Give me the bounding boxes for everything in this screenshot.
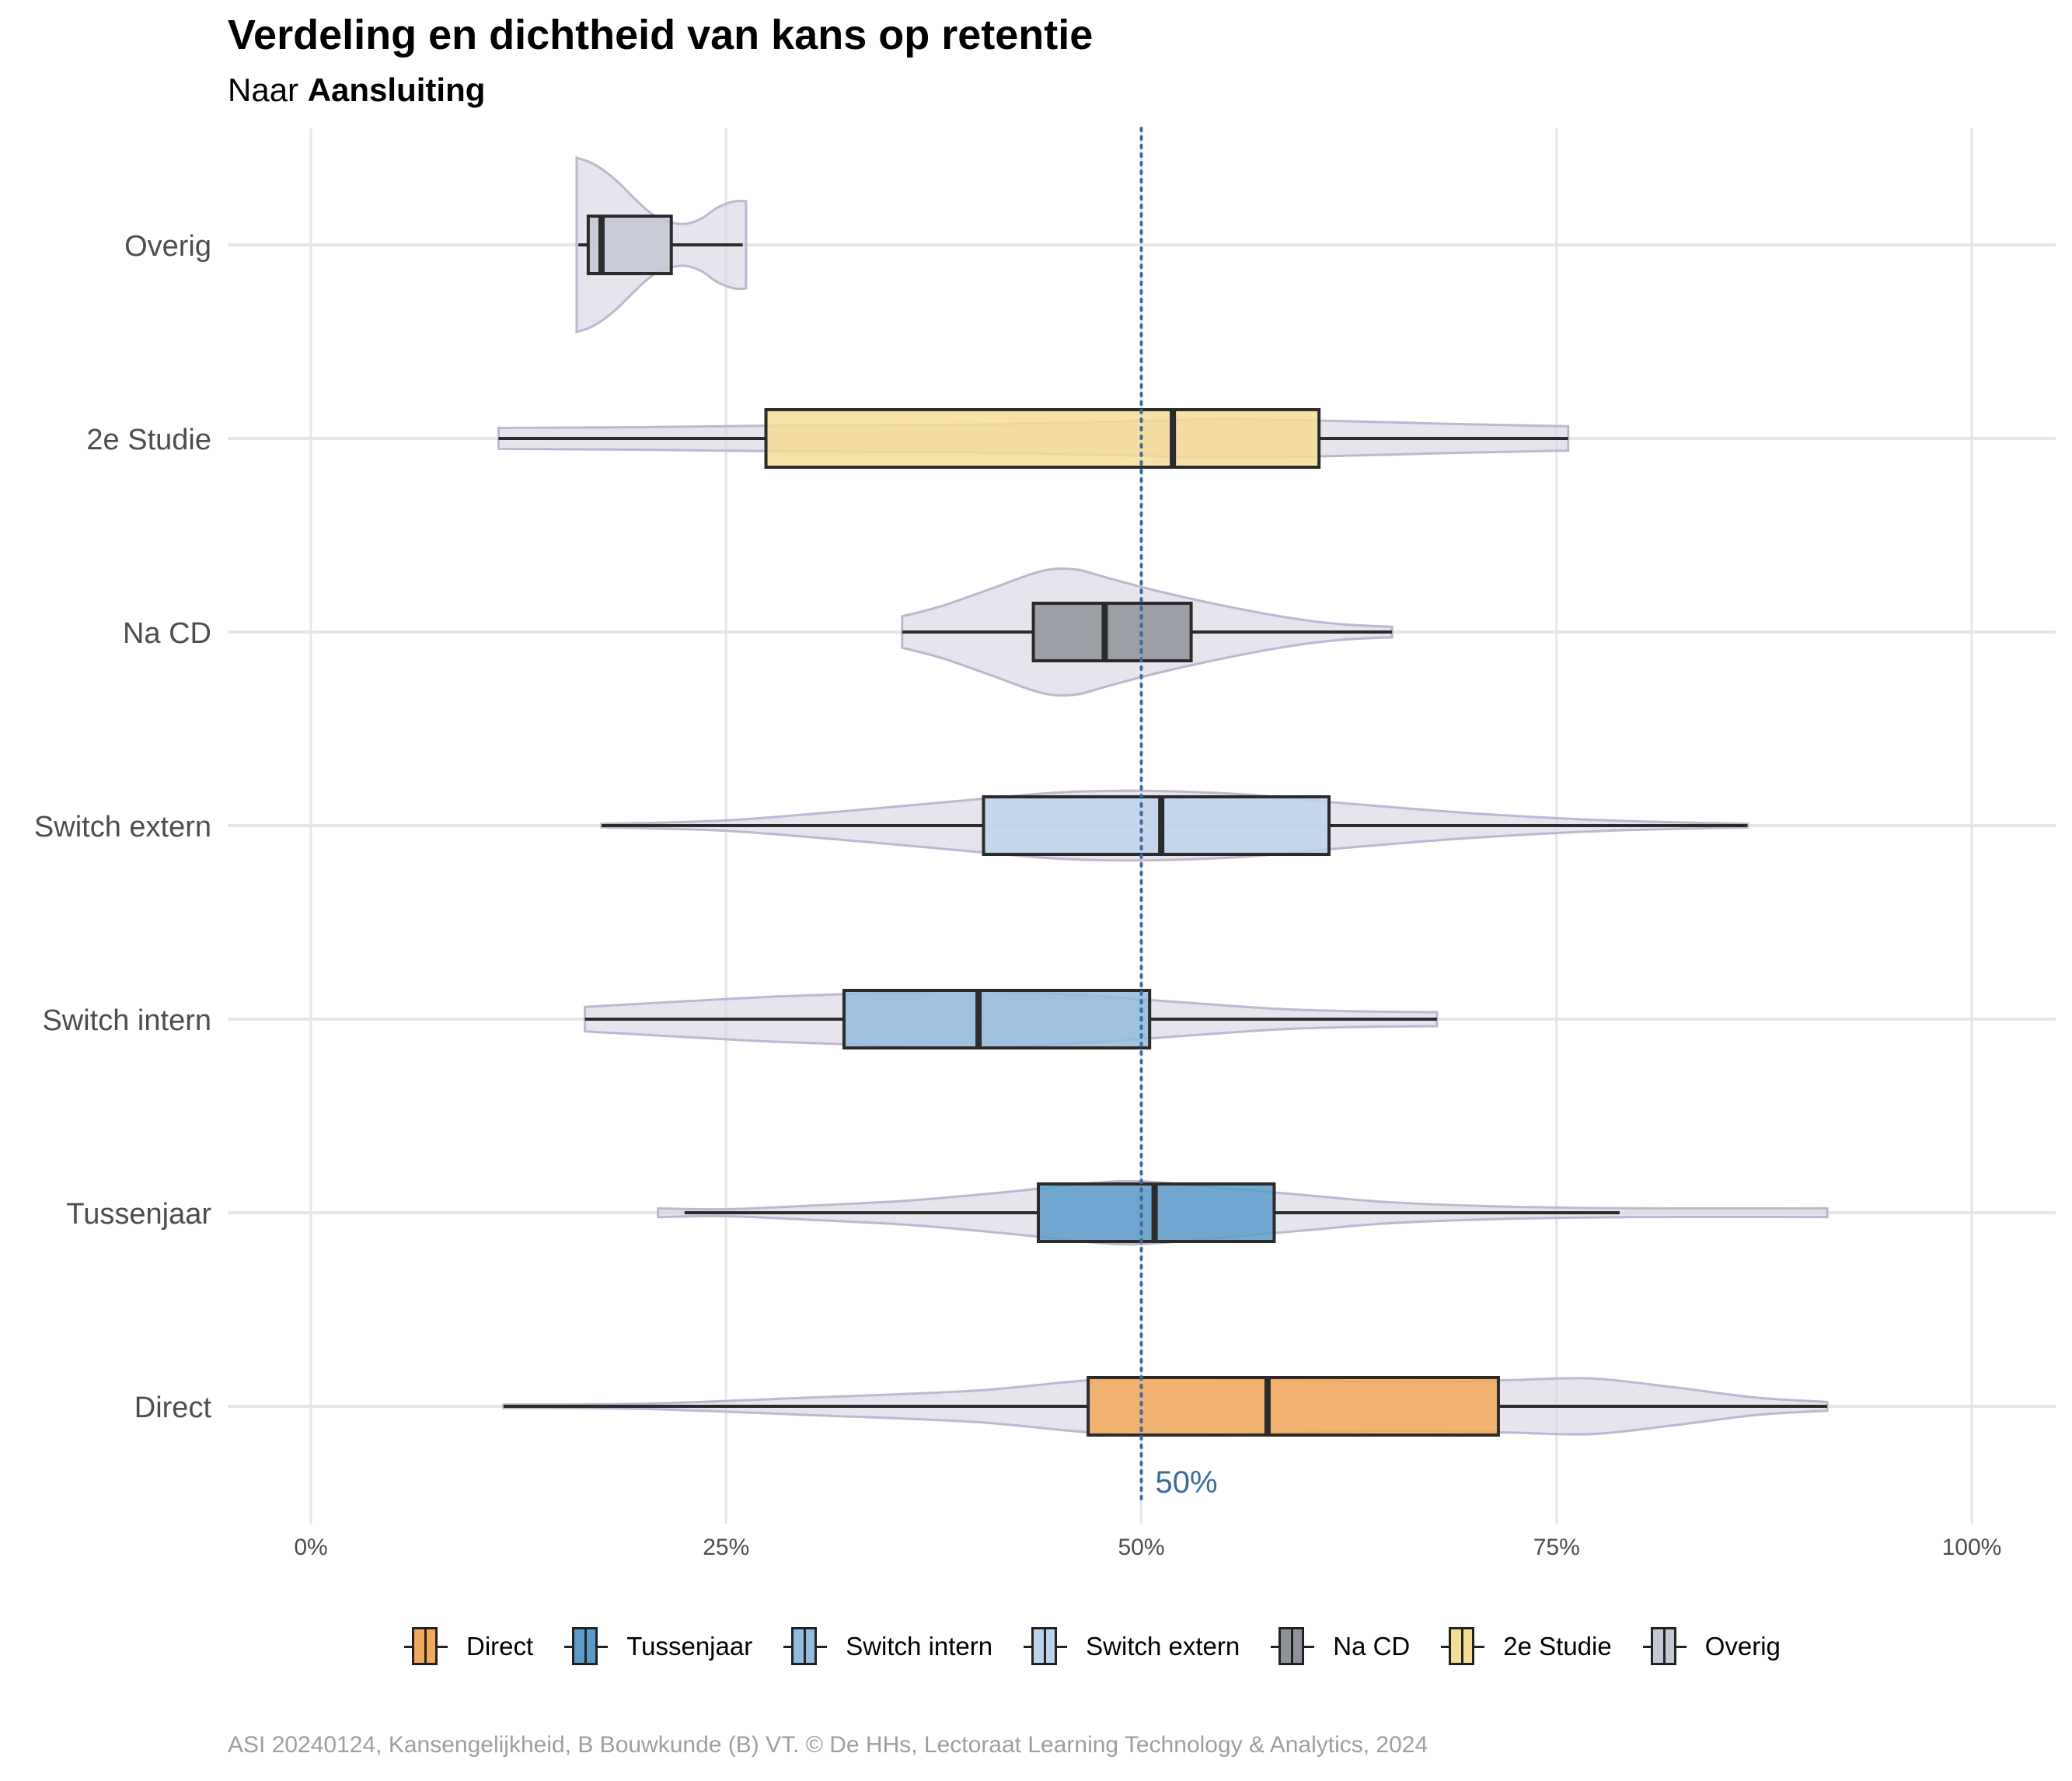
chart-title: Verdeling en dichtheid van kans op reten… — [228, 12, 1094, 58]
y-tick-label: Switch intern — [42, 1004, 211, 1037]
x-tick-label: 50% — [1118, 1535, 1164, 1560]
legend-key — [564, 1625, 609, 1668]
reference-line-label: 50% — [1156, 1465, 1218, 1500]
x-tick-label: 0% — [294, 1535, 327, 1560]
chart-legend: Direct Tussenjaar Switch intern Switch exte… — [404, 1625, 1812, 1668]
legend-label: Na CD — [1333, 1632, 1411, 1661]
y-tick-label: Direct — [134, 1392, 212, 1424]
y-tick-label: Tussenjaar — [66, 1198, 211, 1231]
box-direct — [1087, 1376, 1500, 1437]
chart-caption: ASI 20240124, Kansengelijkheid, B Bouwku… — [228, 1732, 1428, 1758]
box-na-cd — [1031, 602, 1193, 662]
legend-item: Overig — [1642, 1625, 1781, 1668]
legend-key — [783, 1625, 828, 1668]
subtitle-prefix: Naar — [228, 72, 299, 108]
y-tick-label: 2e Studie — [86, 424, 211, 456]
x-tick-label: 100% — [1942, 1535, 2002, 1560]
y-tick-label: Overig — [124, 230, 211, 263]
x-tick-label: 25% — [703, 1535, 749, 1560]
box-2e-studie — [764, 408, 1321, 469]
legend-key — [1271, 1625, 1315, 1668]
x-tick-label: 75% — [1533, 1535, 1580, 1560]
legend-key — [404, 1625, 448, 1668]
legend-key — [1441, 1625, 1485, 1668]
y-tick-label: Switch extern — [34, 811, 211, 843]
legend-label: Direct — [466, 1632, 534, 1661]
legend-item: Tussenjaar — [564, 1625, 752, 1668]
legend-label: Switch extern — [1086, 1632, 1240, 1661]
legend-key — [1642, 1625, 1687, 1668]
legend-label: Overig — [1704, 1632, 1781, 1661]
legend-item: Switch extern — [1024, 1625, 1240, 1668]
box-switch-intern — [842, 989, 1152, 1049]
legend-label: Switch intern — [846, 1632, 993, 1661]
subtitle-emphasis: Aansluiting — [307, 72, 486, 108]
legend-item: Direct — [404, 1625, 533, 1668]
y-tick-label: Na CD — [123, 617, 211, 650]
legend-key — [1024, 1625, 1068, 1668]
legend-item: Switch intern — [783, 1625, 992, 1668]
chart-subtitle: Naar Aansluiting — [228, 72, 485, 109]
legend-label: 2e Studie — [1503, 1632, 1612, 1661]
legend-label: Tussenjaar — [626, 1632, 753, 1661]
legend-item: Na CD — [1271, 1625, 1410, 1668]
box-switch-extern — [982, 795, 1331, 856]
legend-item: 2e Studie — [1441, 1625, 1612, 1668]
